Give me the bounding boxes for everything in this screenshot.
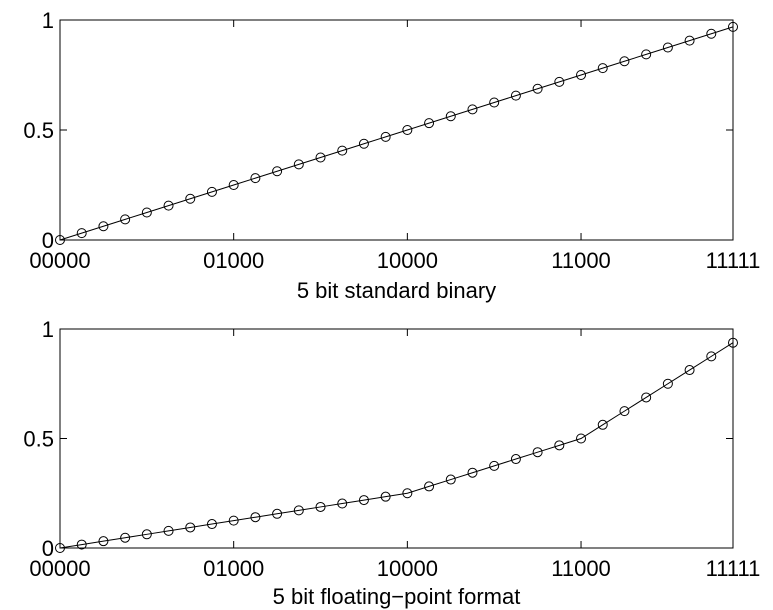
chart-panel-2: 0 0.5 1 00000 01000 10000 11000 11111 5 bit floa… [23, 317, 760, 609]
data-point-marker [315, 501, 326, 512]
x-axis-label: 5 bit standard binary [297, 278, 496, 303]
data-point-marker [619, 406, 630, 417]
data-point-marker [424, 118, 435, 129]
data-point-marker [554, 76, 565, 87]
y-tick-label: 0 [42, 228, 54, 253]
x-tick-label: 00000 [29, 248, 90, 273]
x-axis-label: 5 bit floating−point format [273, 584, 521, 609]
data-point-marker [272, 508, 283, 519]
y-tick-label: 1 [42, 317, 54, 342]
data-point-marker [141, 207, 152, 218]
data-point-marker [402, 125, 413, 135]
data-point-marker [706, 28, 717, 39]
data-point-marker [445, 474, 456, 485]
data-point-marker [55, 543, 65, 553]
data-point-marker [98, 221, 109, 232]
y-tick-label: 0.5 [23, 427, 54, 452]
data-point-marker [185, 193, 196, 204]
data-point-marker [489, 97, 500, 108]
data-point-marker [684, 35, 695, 46]
data-point-marker [554, 440, 565, 451]
data-point-marker [684, 365, 695, 376]
x-tick-label: 10000 [377, 556, 438, 581]
data-point-marker [467, 104, 478, 115]
data-point-marker [163, 200, 174, 211]
y-tick-label: 1 [42, 8, 54, 33]
data-point-marker [467, 467, 478, 478]
data-point-marker [315, 152, 326, 163]
y-tick-label: 0.5 [23, 118, 54, 143]
data-point-marker [293, 159, 304, 170]
data-point-marker [185, 522, 196, 533]
x-tick-label: 11111 [706, 248, 761, 273]
data-point-marker [641, 49, 652, 60]
x-tick-label: 11000 [551, 248, 611, 273]
data-point-marker [272, 166, 283, 177]
data-point-marker [619, 56, 630, 67]
x-tick-label: 01000 [203, 556, 264, 581]
plot-area-frame [59, 19, 734, 241]
data-point-marker [337, 498, 348, 509]
data-point-marker [662, 378, 673, 389]
data-point-marker [510, 454, 521, 465]
data-point-marker [358, 495, 369, 506]
data-point-marker [706, 351, 717, 362]
data-point-marker [576, 70, 587, 80]
x-tick-label: 10000 [377, 248, 438, 273]
data-point-marker [576, 433, 587, 444]
y-tick-label: 0 [42, 536, 54, 561]
data-point-marker [424, 481, 435, 492]
data-point-marker [228, 515, 239, 526]
data-point-marker [510, 90, 521, 101]
data-point-marker [55, 235, 65, 245]
data-point-marker [337, 145, 348, 156]
data-point-marker [641, 392, 652, 403]
data-point-marker [120, 214, 131, 225]
data-point-marker [141, 529, 152, 540]
data-point-marker [206, 186, 217, 197]
data-point-marker [380, 131, 391, 142]
data-point-marker [358, 138, 369, 149]
series-line [59, 26, 734, 241]
data-point-marker [76, 228, 87, 239]
x-tick-label: 00000 [29, 556, 90, 581]
data-point-marker [250, 173, 261, 184]
data-point-marker [662, 42, 673, 53]
data-point-marker [402, 488, 413, 499]
data-point-marker [380, 491, 391, 502]
chart-panel-1: 0 0.5 1 00000 01000 10000 11000 11111 5 bit stan… [23, 8, 760, 303]
data-point-marker [206, 519, 217, 530]
data-point-marker [163, 525, 174, 536]
data-point-marker [98, 536, 109, 547]
data-point-marker [532, 447, 543, 458]
data-point-marker [597, 63, 608, 74]
data-point-marker [728, 21, 738, 32]
data-point-marker [489, 460, 500, 471]
data-point-marker [250, 512, 261, 523]
data-point-marker [228, 180, 239, 190]
data-point-marker [76, 539, 87, 550]
x-tick-label: 01000 [203, 248, 264, 273]
plot-area-frame [59, 328, 734, 549]
data-point-marker [728, 337, 738, 348]
data-point-marker [532, 83, 543, 94]
data-point-marker [445, 111, 456, 122]
data-point-marker [293, 505, 304, 516]
data-point-marker [597, 419, 608, 430]
x-tick-label: 11000 [551, 556, 611, 581]
x-tick-label: 11111 [706, 556, 761, 581]
data-point-marker [120, 532, 131, 543]
